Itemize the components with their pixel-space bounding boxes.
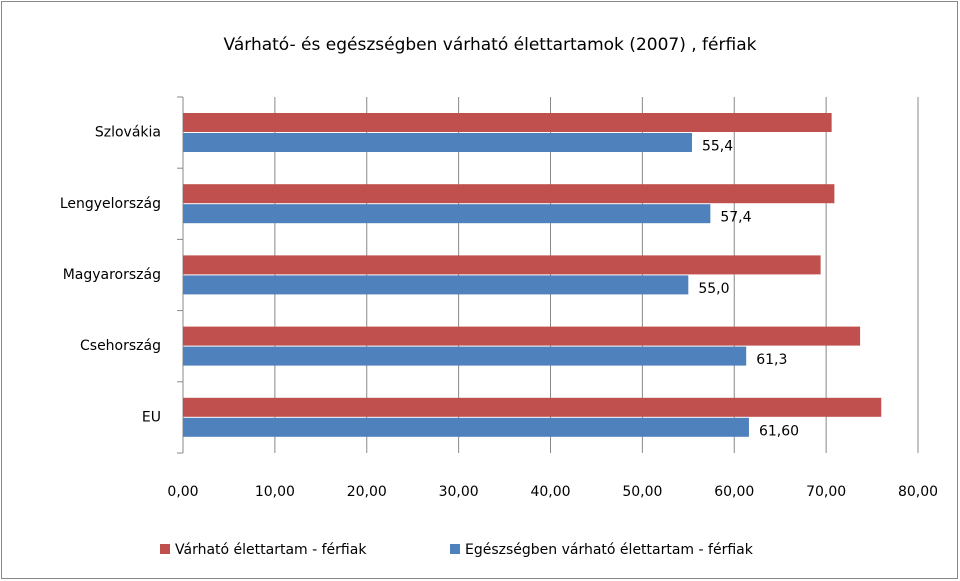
x-tick-label: 10,00 [255, 484, 295, 500]
bar [183, 326, 861, 346]
bar [183, 113, 832, 132]
data-label: 61,60 [759, 423, 799, 439]
bar [183, 204, 711, 224]
x-tick-label: 70,00 [806, 484, 846, 500]
x-tick-label: 0,00 [167, 484, 198, 500]
bar [183, 184, 835, 204]
legend-label: Egészségben várható élettartam - férfiak [465, 542, 754, 558]
legend-swatch [450, 544, 460, 554]
x-tick-label: 80,00 [898, 484, 938, 500]
x-tick-label: 30,00 [439, 484, 479, 500]
x-tick-label: 20,00 [347, 484, 387, 500]
data-label: 61,3 [756, 352, 787, 368]
y-tick-label: Lengyelország [60, 196, 161, 212]
data-label: 55,0 [698, 281, 729, 297]
data-label: 55,4 [702, 139, 733, 155]
legend-swatch [160, 544, 170, 554]
bar [183, 133, 692, 152]
y-tick-label: Szlovákia [95, 125, 161, 141]
x-tick-label: 50,00 [622, 484, 662, 500]
x-tick-label: 60,00 [714, 484, 754, 500]
bar [183, 346, 747, 366]
bar [183, 417, 749, 437]
y-tick-label: Csehország [80, 338, 161, 354]
y-tick-label: Magyarország [63, 267, 161, 283]
legend-label: Várható élettartam - férfiak [175, 542, 367, 558]
bar [183, 275, 689, 295]
bar [183, 255, 821, 275]
x-tick-label: 40,00 [530, 484, 570, 500]
data-label: 57,4 [720, 210, 751, 226]
y-tick-label: EU [142, 409, 161, 425]
bar [183, 397, 882, 417]
chart-title: Várható- és egészségben várható élettart… [224, 35, 757, 55]
